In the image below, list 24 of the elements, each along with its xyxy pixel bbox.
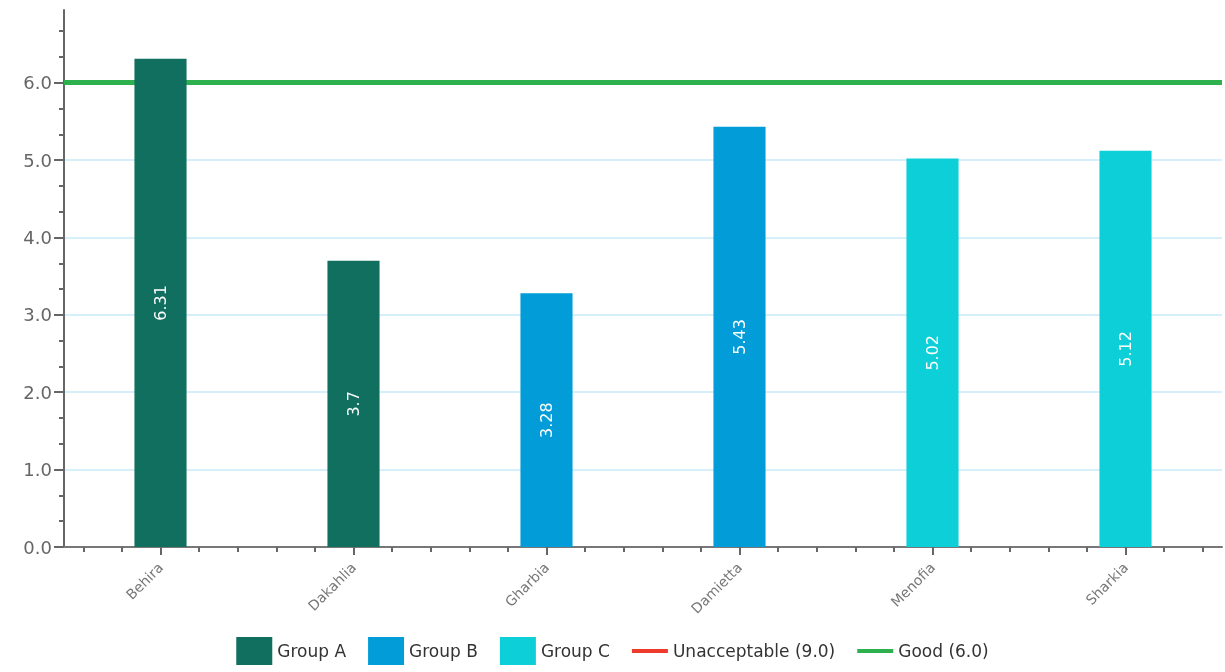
data-label: 5.43 <box>730 319 749 355</box>
y-tick-label: 4.0 <box>23 226 52 248</box>
legend-label: Group B <box>409 641 478 661</box>
bar <box>906 158 959 547</box>
data-label: 5.02 <box>923 334 942 371</box>
data-label: 6.31 <box>151 285 170 321</box>
legend-label: Unacceptable (9.0) <box>672 641 836 661</box>
y-tick-label: 5.0 <box>23 149 52 171</box>
legend-label: Group A <box>277 641 347 661</box>
y-tick-label: 2.0 <box>23 381 52 403</box>
legend-label: Good (6.0) <box>898 641 989 661</box>
y-tick-label: 0.0 <box>23 536 52 558</box>
bar <box>134 58 187 547</box>
bar <box>520 293 573 547</box>
bar <box>327 260 380 547</box>
y-tick-label: 6.0 <box>23 72 52 94</box>
bar <box>713 126 766 547</box>
data-label: 5.12 <box>1116 331 1135 367</box>
legend-label: Group C <box>540 641 610 661</box>
y-tick-label: 1.0 <box>23 459 52 481</box>
data-label: 3.7 <box>344 391 363 417</box>
bar <box>1099 150 1152 547</box>
y-tick-label: 3.0 <box>23 304 52 326</box>
data-label: 3.28 <box>537 402 556 438</box>
